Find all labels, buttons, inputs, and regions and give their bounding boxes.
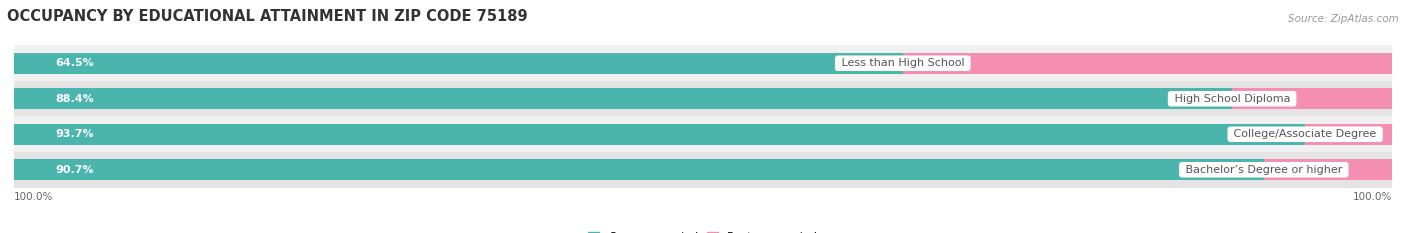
Legend: Owner-occupied, Renter-occupied: Owner-occupied, Renter-occupied (588, 232, 818, 233)
Text: 100.0%: 100.0% (14, 192, 53, 202)
Text: College/Associate Degree: College/Associate Degree (1230, 129, 1381, 139)
Text: Source: ZipAtlas.com: Source: ZipAtlas.com (1288, 14, 1399, 24)
Text: 90.7%: 90.7% (55, 165, 94, 175)
Bar (1305, 124, 1392, 144)
Text: 100.0%: 100.0% (1353, 192, 1392, 202)
Bar (14, 89, 1232, 109)
Bar (14, 81, 1392, 116)
Text: 93.7%: 93.7% (55, 129, 94, 139)
Bar (14, 45, 1392, 81)
Bar (14, 152, 1392, 188)
Bar (14, 124, 1305, 144)
Bar (903, 53, 1392, 74)
Bar (14, 159, 1264, 180)
Text: High School Diploma: High School Diploma (1171, 94, 1294, 104)
Text: 88.4%: 88.4% (55, 94, 94, 104)
Text: Bachelor’s Degree or higher: Bachelor’s Degree or higher (1182, 165, 1346, 175)
Bar (1264, 159, 1392, 180)
Text: 64.5%: 64.5% (55, 58, 94, 68)
Text: Less than High School: Less than High School (838, 58, 967, 68)
Bar (1232, 89, 1392, 109)
Bar (14, 116, 1392, 152)
Text: OCCUPANCY BY EDUCATIONAL ATTAINMENT IN ZIP CODE 75189: OCCUPANCY BY EDUCATIONAL ATTAINMENT IN Z… (7, 9, 527, 24)
Bar (14, 53, 903, 74)
